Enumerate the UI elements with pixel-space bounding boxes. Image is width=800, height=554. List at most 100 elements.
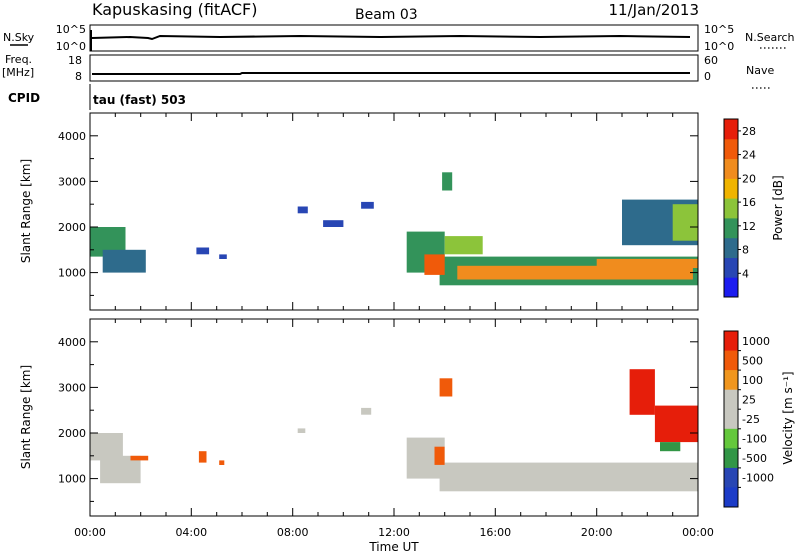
velocity-cell-6 xyxy=(361,407,372,415)
power-cell-6 xyxy=(361,201,374,209)
velocity-colorbar-tick-label: 25 xyxy=(742,393,756,406)
nave-tick-top: 60 xyxy=(704,54,718,67)
power-cell-3 xyxy=(219,254,227,259)
power-cell-12 xyxy=(444,236,483,255)
power-colorbar-frame xyxy=(723,118,739,298)
power-y-ticks: 1000 2000 3000 4000 xyxy=(58,130,698,296)
velocity-colorbar-tick-label: 500 xyxy=(742,354,763,367)
velocity-cell-11 xyxy=(629,369,655,415)
nsearch-tick-top: 10^5 xyxy=(704,23,734,36)
velocity-ylabel: Slant Range [km] xyxy=(19,365,33,469)
nsky-tick-top: 10^5 xyxy=(56,23,86,36)
y-tick-label: 2000 xyxy=(58,221,86,234)
velocity-cell-13 xyxy=(660,442,681,452)
power-colorbar-swatch xyxy=(724,158,738,179)
power-colorbar-tick-label: 16 xyxy=(742,196,756,209)
velocity-colorbar-tick-label: -500 xyxy=(742,452,767,465)
velocity-cell-2 xyxy=(130,455,149,461)
velocity-colorbar-swatch xyxy=(724,428,738,449)
y-tick-label: 1000 xyxy=(58,267,86,280)
time-tick-label: 16:00 xyxy=(479,526,511,539)
velocity-colorbar-swatch xyxy=(724,467,738,488)
power-colorbar-tick-label: 20 xyxy=(742,172,756,185)
velocity-colorbar: 1000 500 100 25 -25 -100 -500 -1000 Velocity [m… xyxy=(723,330,795,508)
nave-label: Nave xyxy=(746,64,774,77)
time-axis-label: Time UT xyxy=(368,540,419,554)
time-tick-label: 12:00 xyxy=(378,526,410,539)
time-tick-label: 08:00 xyxy=(277,526,309,539)
date-title: 11/Jan/2013 xyxy=(609,1,700,19)
power-cell-4 xyxy=(297,206,308,214)
power-colorbar-ticks: 4 8 12 16 20 24 28 xyxy=(738,125,756,280)
y-tick-label: 2000 xyxy=(58,427,86,440)
power-cell-1 xyxy=(102,249,146,273)
power-colorbar-swatch xyxy=(724,138,738,160)
velocity-colorbar-label: Velocity [m s⁻¹] xyxy=(781,371,795,464)
power-colorbar-swatch xyxy=(724,217,738,239)
power-cell-13 xyxy=(442,172,453,191)
freq-label: Freq. xyxy=(5,53,32,66)
velocity-cell-12 xyxy=(654,405,698,443)
velocity-colorbar-swatch xyxy=(724,409,738,430)
time-tick-label: 00:00 xyxy=(682,526,714,539)
velocity-colorbar-swatch xyxy=(724,350,738,371)
power-cells xyxy=(90,172,698,286)
freq-tick-top: 18 xyxy=(68,54,82,67)
velocity-colorbar-tick-label: 1000 xyxy=(742,335,770,348)
velocity-colorbar-tick-label: -100 xyxy=(742,433,767,446)
nsky-label: N.Sky xyxy=(3,31,35,44)
power-cell-2 xyxy=(196,247,210,255)
velocity-cell-4 xyxy=(219,460,225,465)
time-axis-labels: 00:00 04:00 08:00 12:00 16:00 20:00 00:00 xyxy=(74,526,714,539)
power-colorbar-swatch xyxy=(724,178,738,199)
power-colorbar-tick-label: 24 xyxy=(742,149,756,162)
velocity-cell-9 xyxy=(434,446,445,465)
freq-trace xyxy=(92,72,690,75)
power-cell-15 xyxy=(672,204,698,241)
power-colorbar-swatch xyxy=(724,198,738,219)
station-title: Kapuskasing (fitACF) xyxy=(92,0,257,19)
power-colorbar: 4 8 12 16 20 24 28 Power [dB] xyxy=(723,118,785,298)
velocity-colorbar-swatch xyxy=(724,331,738,352)
velocity-colorbar-swatch xyxy=(724,487,738,508)
y-tick-label: 1000 xyxy=(58,473,86,486)
cpid-value: tau (fast) 503 xyxy=(93,93,186,107)
y-tick-label: 4000 xyxy=(58,336,86,349)
velocity-colorbar-swatch xyxy=(724,370,738,391)
velocity-colorbar-tick-label: 100 xyxy=(742,374,763,387)
power-colorbar-tick-label: 28 xyxy=(742,125,756,138)
y-tick-label: 3000 xyxy=(58,381,86,394)
velocity-cell-3 xyxy=(198,451,207,463)
power-cell-5 xyxy=(323,220,344,227)
nave-tick-bottom: 0 xyxy=(704,70,711,83)
power-panel: 1000 2000 3000 4000 Slant Range [km] xyxy=(19,112,699,311)
velocity-colorbar-swatch xyxy=(724,448,738,469)
power-colorbar-tick-label: 4 xyxy=(742,267,749,280)
power-colorbar-swatch xyxy=(724,257,738,278)
velocity-panel: 1000 2000 3000 4000 Slant Range [km] xyxy=(19,318,699,517)
nsearch-label: N.Search xyxy=(745,31,795,44)
power-cell-11 xyxy=(596,258,698,268)
velocity-colorbar-frame xyxy=(723,330,739,508)
velocity-cell-10 xyxy=(439,378,453,397)
nsky-tick-bottom: 10^0 xyxy=(56,40,86,53)
nsearch-tick-bottom: 10^0 xyxy=(704,40,734,53)
velocity-colorbar-tick-label: -1000 xyxy=(742,472,774,485)
nsky-strip-frame xyxy=(89,24,699,52)
beam-title: Beam 03 xyxy=(355,7,418,23)
cpid-label: CPID xyxy=(8,91,40,105)
velocity-cell-8 xyxy=(439,462,698,492)
velocity-cell-5 xyxy=(297,428,306,433)
velocity-colorbar-swatch xyxy=(724,389,738,410)
freq-unit: [MHz] xyxy=(2,66,34,79)
power-colorbar-swatch xyxy=(724,237,738,258)
velocity-y-ticks: 1000 2000 3000 4000 xyxy=(58,336,698,502)
power-colorbar-tick-label: 12 xyxy=(742,220,756,233)
power-colorbar-tick-label: 8 xyxy=(742,244,749,257)
power-cell-9 xyxy=(424,254,445,275)
power-ylabel: Slant Range [km] xyxy=(19,159,33,263)
velocity-cells xyxy=(90,369,698,492)
time-tick-label: 20:00 xyxy=(581,526,613,539)
nsky-trace xyxy=(91,34,691,41)
